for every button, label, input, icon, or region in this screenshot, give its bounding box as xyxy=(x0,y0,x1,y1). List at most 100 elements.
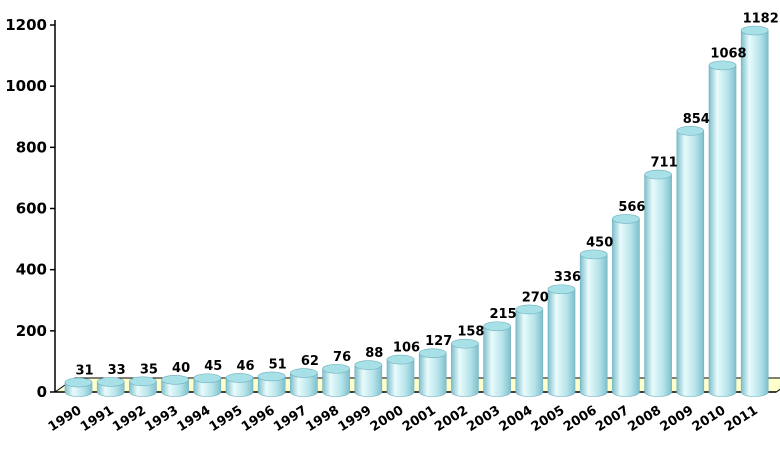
category-label: 2003 xyxy=(464,403,503,435)
category-label: 2004 xyxy=(497,403,536,435)
bar-top xyxy=(547,284,576,295)
y-tick-label: 1000 xyxy=(5,77,47,95)
data-label: 711 xyxy=(651,156,678,171)
category-label: 1992 xyxy=(110,403,149,435)
bar-top xyxy=(644,169,672,180)
bar-top xyxy=(354,360,383,370)
category-label: 2010 xyxy=(690,403,729,435)
bar-top xyxy=(290,368,318,378)
bar-1998 xyxy=(322,368,350,397)
bar-2003 xyxy=(483,325,511,397)
category-label: 2006 xyxy=(561,403,600,435)
category-label: 1995 xyxy=(207,403,246,435)
y-tick-label: 0 xyxy=(37,383,47,401)
bar-2000 xyxy=(386,359,415,397)
bar-top xyxy=(322,363,350,374)
data-labels: 31 33 35 40 45 46 51 62 76 88 106 127 158 215 270 336 45… xyxy=(75,12,778,379)
category-label: 1994 xyxy=(175,403,214,435)
bar-top xyxy=(161,374,189,385)
bar-group xyxy=(515,304,544,397)
bar-top xyxy=(579,249,608,260)
bar-2002 xyxy=(451,343,479,397)
data-label: 51 xyxy=(269,357,287,372)
category-label: 2011 xyxy=(722,403,761,435)
bars xyxy=(64,25,769,397)
bar-top xyxy=(676,126,705,136)
bar-1994 xyxy=(193,377,222,397)
bar-group xyxy=(644,169,672,397)
bar-top xyxy=(483,321,511,332)
bar-group xyxy=(708,60,737,397)
bar-group xyxy=(161,374,189,397)
bar-top xyxy=(740,25,769,36)
bar-group xyxy=(290,368,318,397)
category-label: 1993 xyxy=(142,403,181,435)
data-label: 1068 xyxy=(710,46,746,61)
bar-group xyxy=(451,338,479,397)
bar-group xyxy=(225,373,254,397)
bar-group xyxy=(193,373,222,397)
category-label: 1990 xyxy=(46,403,85,435)
data-label: 40 xyxy=(172,361,190,376)
bar-group xyxy=(129,376,157,397)
bar-top xyxy=(129,376,157,387)
bar-top xyxy=(418,348,447,358)
bar-top xyxy=(193,373,222,384)
bar-top xyxy=(386,354,415,365)
bar-group xyxy=(96,377,125,397)
x-axis-labels: 1990199119921993199419951996199719981999… xyxy=(46,403,761,435)
bar-group xyxy=(257,371,286,397)
bar-group xyxy=(386,354,415,397)
bar-1999 xyxy=(354,364,383,397)
bar-2010 xyxy=(708,65,737,397)
bar-1997 xyxy=(290,372,318,397)
data-label: 1182 xyxy=(743,12,779,27)
category-label: 1999 xyxy=(336,403,375,435)
data-label: 33 xyxy=(108,363,126,378)
bar-top xyxy=(612,214,640,224)
category-label: 2008 xyxy=(625,403,664,435)
bar-group xyxy=(676,126,705,397)
bar-group xyxy=(322,363,350,397)
bar-2007 xyxy=(612,218,640,397)
category-label: 1998 xyxy=(303,403,342,435)
data-label: 106 xyxy=(393,341,420,356)
bar-top xyxy=(96,377,125,387)
y-tick-label: 200 xyxy=(16,322,47,340)
data-label: 88 xyxy=(365,346,383,361)
bar-top xyxy=(257,371,286,382)
y-tick-label: 600 xyxy=(16,200,47,218)
y-tick-label: 400 xyxy=(16,261,47,279)
bar-2011 xyxy=(740,30,769,397)
data-label: 62 xyxy=(301,354,319,369)
data-label: 450 xyxy=(586,235,613,250)
bar-group xyxy=(612,214,640,397)
data-label: 336 xyxy=(554,270,581,285)
data-label: 215 xyxy=(490,307,517,322)
category-label: 2009 xyxy=(658,403,697,435)
data-label: 45 xyxy=(204,359,222,374)
data-label: 127 xyxy=(425,334,452,349)
bar-group xyxy=(64,377,93,397)
bar-group xyxy=(418,348,447,397)
bar-2009 xyxy=(676,130,705,397)
category-label: 2001 xyxy=(400,403,439,435)
data-label: 31 xyxy=(75,364,93,379)
data-label: 46 xyxy=(236,359,254,374)
bar-1995 xyxy=(225,377,254,397)
category-label: 2005 xyxy=(529,403,568,435)
bar-2005 xyxy=(547,288,576,397)
y-tick-label: 800 xyxy=(16,138,47,156)
bar-top xyxy=(708,60,737,71)
category-label: 1996 xyxy=(239,403,278,435)
bar-top xyxy=(515,304,544,315)
bar-2004 xyxy=(515,309,544,397)
bar-group xyxy=(579,249,608,397)
bar-2006 xyxy=(579,254,608,397)
bar-top xyxy=(64,377,93,388)
bar-top xyxy=(225,373,254,383)
data-label: 854 xyxy=(683,112,710,127)
bar-1996 xyxy=(257,376,286,397)
category-label: 2007 xyxy=(593,403,632,435)
